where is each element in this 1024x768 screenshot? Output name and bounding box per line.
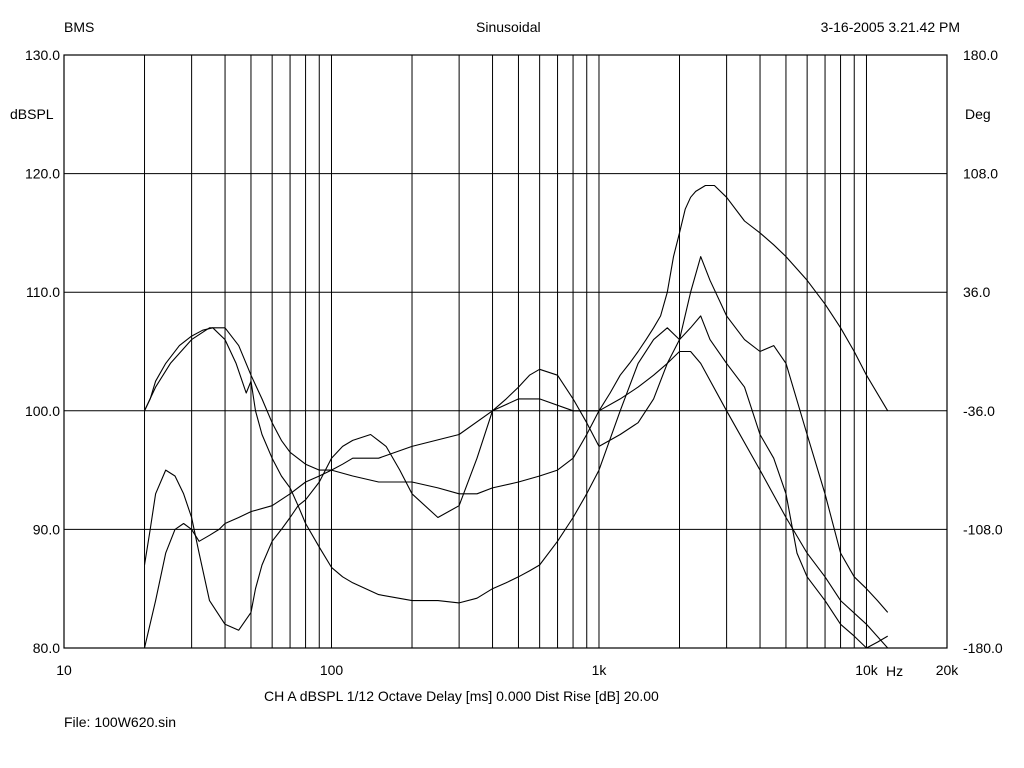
series-group [143, 184, 889, 649]
series-line-2 [143, 256, 889, 631]
y2-axis-label: Deg [965, 106, 991, 122]
grid [64, 55, 947, 648]
plot-background [64, 55, 947, 648]
y2-tick-label: -180.0 [963, 640, 1003, 656]
y-tick-label: 130.0 [25, 47, 60, 63]
y2-tick-label: -108.0 [963, 521, 1003, 537]
y2-tick-label: -36.0 [963, 403, 995, 419]
y2-tick-label: 108.0 [963, 166, 998, 182]
x-tick-label: 100 [320, 662, 344, 678]
footer-info: CH A dBSPL 1/12 Octave Delay [ms] 0.000 … [264, 688, 659, 704]
x-tick-label: 10k [855, 662, 879, 678]
x-unit-label: Hz [886, 663, 904, 679]
y-tick-label: 110.0 [26, 284, 60, 300]
x-tick-label: 1k [592, 662, 608, 678]
y-tick-label: 90.0 [33, 521, 60, 537]
header-center: Sinusoidal [476, 19, 541, 35]
y-tick-label: 80.0 [33, 640, 60, 656]
plot-frame [63, 54, 948, 649]
y2-tick-label: 36.0 [963, 284, 990, 300]
series-line-1 [144, 315, 888, 649]
y2-tick-label: 180.0 [963, 47, 998, 63]
header-left: BMS [64, 19, 95, 35]
x-tick-label: 10 [56, 662, 72, 678]
y-axis-label: dBSPL [10, 106, 54, 122]
series-line-4 [144, 184, 889, 495]
y-tick-label: 120.0 [25, 166, 60, 182]
series-line-3 [143, 350, 889, 649]
tick-labels: 130.0 120.0 110.0 100.0 90.0 80.0 180.0 108.0 36… [25, 47, 1003, 678]
y-tick-label: 100.0 [25, 403, 60, 419]
footer-file: File: 100W620.sin [64, 714, 177, 730]
header-right: 3-16-2005 3.21.42 PM [820, 19, 960, 35]
x-tick-label: 20k [936, 662, 960, 678]
